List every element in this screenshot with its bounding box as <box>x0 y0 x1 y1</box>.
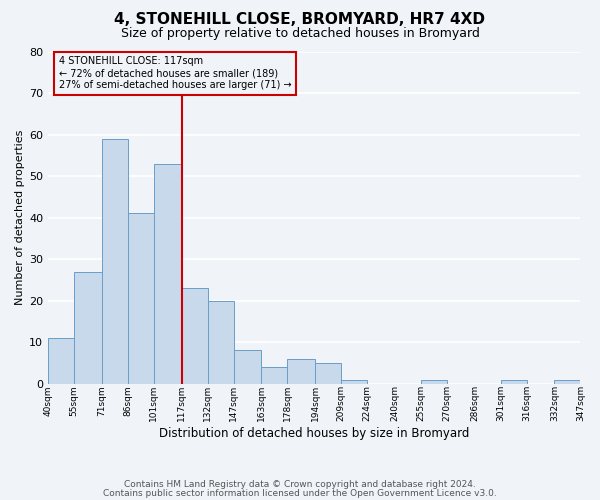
Bar <box>262 367 287 384</box>
Bar <box>208 300 233 384</box>
Bar <box>421 380 447 384</box>
Y-axis label: Number of detached properties: Number of detached properties <box>15 130 25 306</box>
Bar <box>315 363 341 384</box>
Bar <box>128 214 154 384</box>
Bar <box>554 380 580 384</box>
Bar <box>182 288 208 384</box>
Bar <box>341 380 367 384</box>
X-axis label: Distribution of detached houses by size in Bromyard: Distribution of detached houses by size … <box>159 427 470 440</box>
Bar <box>102 138 128 384</box>
Bar <box>501 380 527 384</box>
Bar <box>233 350 262 384</box>
Bar <box>74 272 102 384</box>
Text: Size of property relative to detached houses in Bromyard: Size of property relative to detached ho… <box>121 28 479 40</box>
Bar <box>154 164 182 384</box>
Text: 4, STONEHILL CLOSE, BROMYARD, HR7 4XD: 4, STONEHILL CLOSE, BROMYARD, HR7 4XD <box>115 12 485 28</box>
Bar <box>287 359 315 384</box>
Text: 4 STONEHILL CLOSE: 117sqm
← 72% of detached houses are smaller (189)
27% of semi: 4 STONEHILL CLOSE: 117sqm ← 72% of detac… <box>59 56 292 90</box>
Text: Contains public sector information licensed under the Open Government Licence v3: Contains public sector information licen… <box>103 489 497 498</box>
Text: Contains HM Land Registry data © Crown copyright and database right 2024.: Contains HM Land Registry data © Crown c… <box>124 480 476 489</box>
Bar <box>48 338 74 384</box>
